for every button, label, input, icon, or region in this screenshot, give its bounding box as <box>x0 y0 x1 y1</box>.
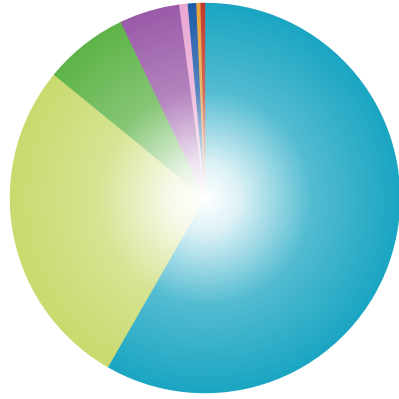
pie-slices <box>9 2 399 394</box>
